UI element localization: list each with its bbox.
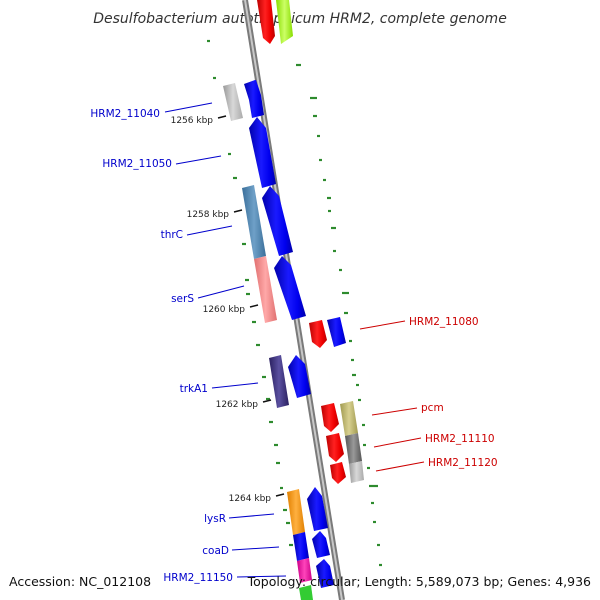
gene-arrow-trkA1[interactable]: [288, 355, 311, 398]
tick-1256: [217, 115, 227, 119]
label-HRM2_11110[interactable]: HRM2_11110: [425, 433, 495, 445]
cog-block-green: [299, 585, 313, 600]
cog-track-inner: [223, 83, 313, 600]
tick-label-1264: 1264 kbp: [229, 494, 272, 504]
cog-block-magenta: [297, 558, 312, 583]
label-HRM2_11040[interactable]: HRM2_11040: [90, 108, 160, 120]
label-HRM2_11050[interactable]: HRM2_11050: [102, 158, 172, 170]
tick-label-1260: 1260 kbp: [203, 305, 246, 315]
label-serS[interactable]: serS: [171, 293, 194, 305]
tick-1264: [275, 493, 285, 497]
cog-block-lightgray: [349, 461, 364, 483]
label-HRM2_11080[interactable]: HRM2_11080: [409, 316, 479, 328]
topology-text: Topology: circular; Length: 5,589,073 bp…: [247, 574, 591, 589]
label-HRM2_11120[interactable]: HRM2_11120: [428, 457, 498, 469]
gene-arrow-pcm[interactable]: [321, 403, 339, 432]
cog-block-orange: [287, 489, 305, 535]
label-lysR[interactable]: lysR: [204, 513, 226, 525]
cog-block-pink: [254, 256, 277, 323]
label-trkA1[interactable]: trkA1: [180, 383, 208, 395]
gene-arrow-HRM2_11150[interactable]: [316, 559, 334, 588]
cog-track-outer: [340, 401, 364, 483]
cog-block-steel: [242, 185, 266, 259]
gene-arrow-HRM2_11120[interactable]: [330, 462, 346, 484]
gene-arrow-HRM2_11080-a[interactable]: [309, 320, 327, 348]
forward-strand-genes: [244, 80, 334, 588]
reverse-strand-genes: [257, 0, 346, 484]
tick-1258: [233, 209, 243, 213]
tick-label-1258: 1258 kbp: [187, 210, 230, 220]
ruler: 1256 kbp 1258 kbp 1260 kbp 1262 kbp 1264…: [171, 115, 285, 504]
gene-arrow-lysR[interactable]: [307, 487, 328, 531]
gene-arrow-serS[interactable]: [274, 256, 306, 320]
tick-1260: [249, 304, 259, 308]
cog-block-blue: [293, 532, 309, 561]
cog-block-gray: [223, 83, 243, 121]
gene-arrow-HRM2_11040[interactable]: [244, 80, 264, 118]
label-coaD[interactable]: coaD: [202, 545, 229, 557]
cog-block-darkgray: [345, 433, 362, 464]
gc-content-track: [296, 63, 382, 567]
label-HRM2_11150[interactable]: HRM2_11150: [163, 572, 233, 584]
accession-text: Accession: NC_012108: [9, 574, 151, 589]
tick-1262: [262, 399, 272, 403]
gene-arrow-thrC[interactable]: [262, 186, 293, 256]
cog-block-lime: [276, 0, 293, 44]
label-thrC[interactable]: thrC: [161, 229, 183, 241]
tick-label-1262: 1262 kbp: [216, 400, 259, 410]
gene-arrow-HRM2_11080-b[interactable]: [327, 317, 346, 347]
gc-skew-track: [207, 39, 293, 547]
gene-arrow-top-reverse[interactable]: [257, 0, 275, 44]
label-pcm[interactable]: pcm: [421, 402, 444, 414]
left-gene-labels: HRM2_11040 HRM2_11050 thrC serS trkA1 ly…: [90, 102, 287, 584]
cog-block-navy: [269, 355, 289, 408]
cog-block-khaki: [340, 401, 358, 436]
map-title: Desulfobacterium autotrophicum HRM2, com…: [93, 11, 507, 27]
gene-arrow-HRM2_11110[interactable]: [326, 433, 344, 462]
gene-arrow-coaD[interactable]: [312, 531, 330, 558]
right-gene-labels: HRM2_11080 pcm HRM2_11110 HRM2_11120: [359, 316, 498, 472]
tick-label-1256: 1256 kbp: [171, 116, 214, 126]
gene-arrow-HRM2_11050[interactable]: [249, 117, 276, 188]
